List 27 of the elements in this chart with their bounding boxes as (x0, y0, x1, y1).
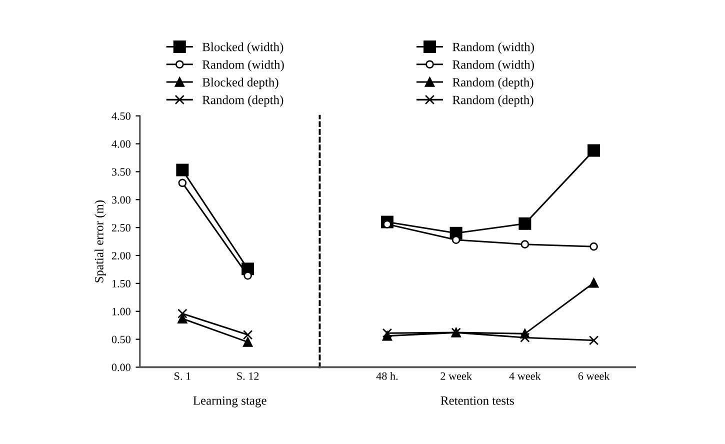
legend-label: Random (depth) (452, 95, 534, 107)
x-tick-label: 2 week (440, 372, 472, 380)
x-axis-title: Retention tests (440, 396, 514, 405)
x-tick-label: 48 h. (376, 372, 398, 380)
legend-label: Random (width) (202, 60, 284, 72)
y-tick-label: 2.00 (112, 252, 130, 260)
legend-label: Blocked (width) (202, 42, 284, 54)
legend-label: Blocked depth) (202, 78, 278, 90)
x-tick-label: S. 12 (237, 372, 259, 380)
y-tick-label: 1.50 (112, 280, 130, 288)
legend-label: Random (width) (452, 60, 534, 72)
legend-label: Random (depth) (452, 78, 534, 90)
x-tick-label: 4 week (509, 372, 541, 380)
y-tick-label: 4.50 (112, 112, 130, 120)
x-tick-label: 6 week (578, 372, 610, 380)
y-tick-label: 1.00 (112, 308, 130, 316)
legend-label: Random (width) (452, 42, 534, 54)
y-tick-label: 0.00 (112, 364, 130, 372)
y-tick-label: 3.50 (112, 168, 130, 176)
y-tick-label: 0.50 (112, 336, 130, 344)
y-tick-label: 2.50 (112, 224, 130, 232)
legend-label: Random (depth) (202, 95, 284, 107)
x-tick-label: S. 1 (174, 372, 190, 380)
x-axis-title: Learning stage (193, 396, 266, 408)
y-tick-label: 3.00 (112, 196, 130, 204)
y-tick-label: 4.00 (112, 140, 130, 148)
y-axis-title: Spatial error (m) (94, 200, 106, 282)
